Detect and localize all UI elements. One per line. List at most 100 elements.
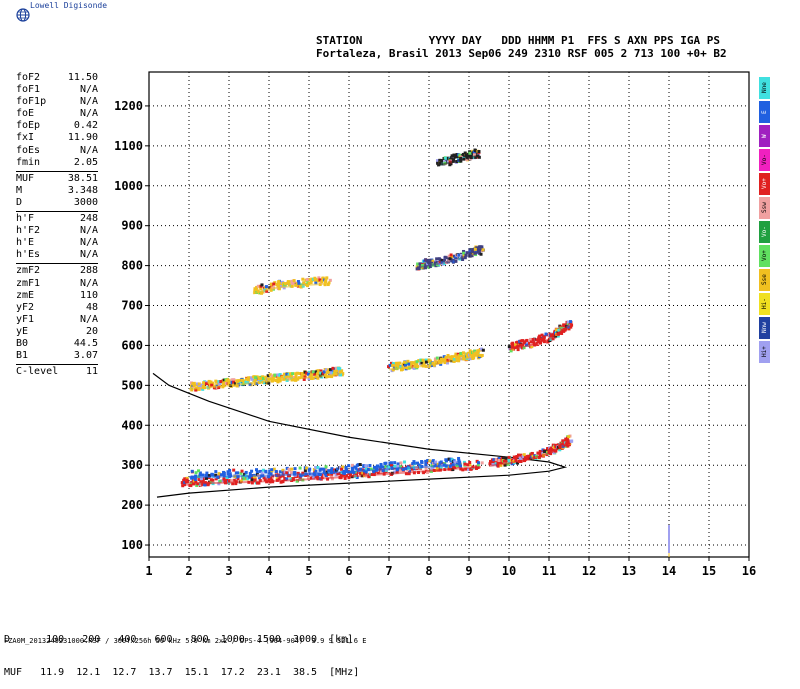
echo-point [458, 153, 462, 157]
echo-point [183, 477, 187, 481]
echo-point [338, 466, 342, 470]
echo-point [446, 464, 450, 468]
echo-point [515, 455, 519, 459]
echo-point [442, 355, 446, 359]
echo-point [565, 436, 569, 440]
echo-point [205, 471, 209, 475]
echo-point [314, 370, 318, 374]
echo-point [405, 362, 409, 366]
echo-point [296, 471, 300, 475]
echo-point [429, 261, 433, 265]
echo-point [323, 472, 327, 476]
echo-point [362, 471, 366, 475]
param-row-yf1: yF1 N/A [16, 314, 98, 326]
x-tick-label: 7 [385, 564, 392, 578]
param-value: N/A [79, 313, 98, 325]
echo-point [313, 276, 317, 280]
legend-swatch-2: W [759, 125, 770, 147]
y-tick-label: 800 [121, 259, 143, 273]
echo-point [376, 471, 380, 475]
echo-point [450, 255, 454, 259]
param-value: N/A [79, 84, 98, 96]
echo-point [408, 469, 412, 473]
param-value: 3.07 [73, 350, 98, 362]
param-label: fxI [16, 132, 35, 144]
echo-point [338, 367, 342, 371]
echo-point [253, 477, 257, 481]
echo-point [438, 158, 442, 162]
echo-point [285, 372, 289, 376]
param-value: 11.90 [67, 132, 98, 144]
echo-point [321, 276, 325, 280]
echo-point [298, 466, 302, 470]
echo-point [317, 276, 321, 280]
echo-point [384, 465, 388, 469]
echo-point [330, 375, 334, 379]
echo-point [327, 469, 331, 473]
echo-point [264, 375, 268, 379]
echo-point [256, 289, 260, 293]
echo-point [272, 282, 276, 286]
echo-point [530, 451, 534, 455]
echo-point [444, 358, 448, 362]
echo-point [327, 368, 331, 372]
echo-point [297, 281, 301, 285]
echo-point [470, 250, 474, 254]
y-tick-label: 400 [121, 418, 143, 432]
echo-point [277, 477, 281, 481]
echo-point [329, 371, 333, 375]
echo-point [494, 458, 498, 462]
echo-point [227, 379, 231, 383]
param-label: foF1p [16, 96, 47, 108]
echo-point [512, 455, 516, 459]
echo-point [226, 472, 230, 476]
echo-point [435, 356, 439, 360]
legend-swatch-4: Vo+ [759, 173, 770, 195]
echo-point [422, 359, 426, 363]
echo-point [387, 465, 391, 469]
echo-point [287, 467, 291, 471]
param-separator [16, 170, 98, 172]
echo-point [214, 470, 218, 474]
echo-point [257, 476, 261, 480]
echo-point [505, 459, 509, 463]
echo-point [533, 454, 537, 458]
echo-point [396, 464, 400, 468]
param-value: 248 [79, 213, 98, 225]
echo-point [313, 278, 317, 282]
echo-point [257, 481, 261, 485]
echo-point [300, 372, 304, 376]
legend-swatch-10: Nnw [759, 317, 770, 339]
echo-point [192, 480, 196, 484]
x-tick-label: 4 [265, 564, 272, 578]
echo-point [201, 473, 205, 477]
legend-label: Vo+ [761, 250, 768, 262]
echo-point [471, 248, 475, 252]
param-label: M [16, 184, 23, 196]
echo-point [430, 464, 434, 468]
echo-point [407, 362, 411, 366]
echo-point [468, 357, 472, 361]
echo-point [569, 320, 573, 324]
echo-point [567, 327, 571, 331]
echo-point [329, 468, 333, 472]
echo-point [507, 458, 511, 462]
echo-point [448, 355, 452, 359]
echo-point [336, 472, 340, 476]
echo-point [278, 475, 282, 479]
echo-point [328, 368, 332, 372]
echo-point [525, 338, 529, 342]
echo-point [389, 461, 393, 465]
echo-point [398, 361, 402, 365]
echo-point [243, 472, 247, 476]
legend-swatch-9: Hi- [759, 293, 770, 315]
x-tick-label: 9 [465, 564, 472, 578]
echo-point [204, 382, 208, 386]
echo-point [317, 369, 321, 373]
echo-point [219, 380, 223, 384]
echo-point [440, 462, 444, 466]
echo-point [331, 366, 335, 370]
echo-point [435, 261, 439, 265]
echo-point [222, 378, 226, 382]
echo-point [401, 364, 405, 368]
